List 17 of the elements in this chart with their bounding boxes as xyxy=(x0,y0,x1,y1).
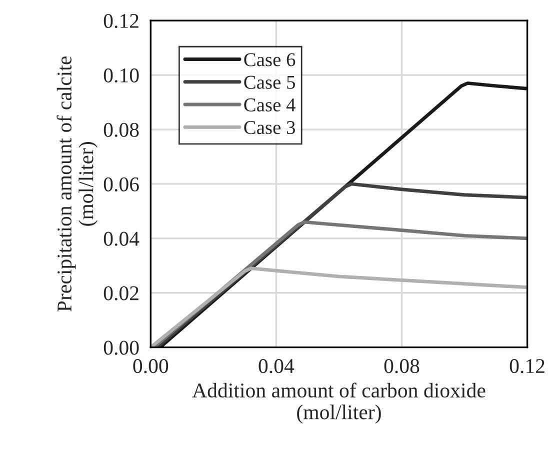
x-tick-label: 0.08 xyxy=(384,359,420,374)
y-tick-label: 0.08 xyxy=(104,122,139,138)
x-axis-title: Addition amount of carbon dioxide (mol/liter) xyxy=(192,382,486,424)
legend-label: Case 3 xyxy=(244,121,295,134)
x-tick-label: 0.04 xyxy=(258,359,294,374)
y-tick-label: 0.00 xyxy=(104,340,139,355)
y-tick-label: 0.04 xyxy=(104,232,140,246)
legend-label: Case 4 xyxy=(244,98,296,112)
y-tick-label: 0.10 xyxy=(104,68,139,83)
y-tick-label: 0.06 xyxy=(104,177,139,192)
y-tick-label: 0.02 xyxy=(104,286,138,300)
x-tick-label: 0.00 xyxy=(133,359,168,374)
legend-label: Case 5 xyxy=(244,76,295,89)
y-tick-label: 0.12 xyxy=(104,14,138,28)
x-tick-label: 0.12 xyxy=(510,359,544,374)
y-axis-title: Precipitation amount of calcite (mol/liter) xyxy=(56,56,98,312)
legend-label: Case 6 xyxy=(244,53,296,66)
